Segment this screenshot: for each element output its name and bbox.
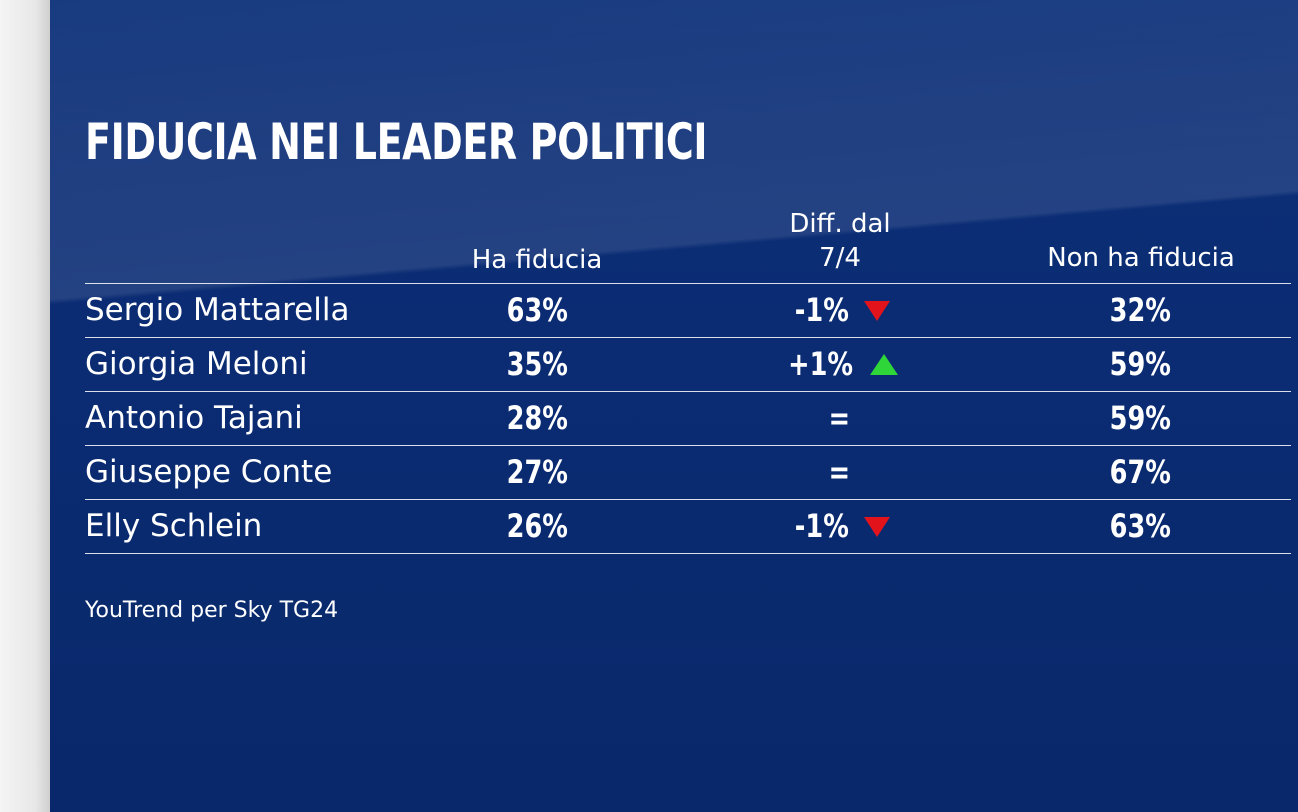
left-edge-strip (0, 0, 50, 812)
chart-title: FIDUCIA NEI LEADER POLITICI (85, 113, 708, 171)
leader-name: Giuseppe Conte (85, 454, 333, 490)
table-row: Elly Schlein 26% -1% 63% (85, 499, 1291, 554)
non-ha-fiducia-value: 32% (1050, 284, 1230, 337)
diff-cell: = (739, 392, 939, 445)
trend-down-arrow-icon (863, 300, 890, 321)
non-ha-fiducia-text: 63% (1109, 507, 1171, 545)
ha-fiducia-value: 27% (447, 446, 627, 499)
diff-value: -1% (794, 291, 850, 329)
trend-up-arrow-icon (869, 354, 898, 375)
diff-cell: +1% (739, 338, 939, 391)
column-header-diff: Diff. dal 7/4 (740, 207, 940, 275)
diff-cell: -1% (739, 500, 939, 553)
trend-down-arrow-icon (863, 516, 890, 537)
panel-sheen (50, 0, 1298, 390)
ha-fiducia-value: 63% (447, 284, 627, 337)
column-header-diff-line1: Diff. dal (789, 209, 891, 239)
non-ha-fiducia-text: 59% (1109, 345, 1171, 383)
non-ha-fiducia-text: 32% (1109, 291, 1171, 329)
non-ha-fiducia-value: 63% (1050, 500, 1230, 553)
table-row: Giuseppe Conte 27% = 67% (85, 445, 1291, 499)
ha-fiducia-text: 26% (506, 507, 568, 545)
leader-name: Antonio Tajani (85, 400, 303, 436)
table-row: Antonio Tajani 28% = 59% (85, 391, 1291, 445)
table-row: Giorgia Meloni 35% +1% 59% (85, 337, 1291, 391)
non-ha-fiducia-text: 67% (1109, 453, 1171, 491)
diff-value: +1% (788, 345, 854, 383)
non-ha-fiducia-text: 59% (1109, 399, 1171, 437)
ha-fiducia-value: 35% (447, 338, 627, 391)
leader-name: Giorgia Meloni (85, 346, 308, 382)
source-credit: YouTrend per Sky TG24 (85, 598, 339, 623)
graphic-panel (50, 0, 1298, 812)
ha-fiducia-text: 27% (506, 453, 568, 491)
non-ha-fiducia-value: 59% (1050, 392, 1230, 445)
non-ha-fiducia-value: 59% (1050, 338, 1230, 391)
trust-table: Sergio Mattarella 63% -1% 32% Giorgia Me… (85, 283, 1291, 554)
ha-fiducia-text: 35% (506, 345, 568, 383)
diff-cell: = (739, 446, 939, 499)
column-header-ha-fiducia: Ha fiducia (471, 245, 603, 275)
diff-cell: -1% (739, 284, 939, 337)
table-row: Sergio Mattarella 63% -1% 32% (85, 283, 1291, 337)
ha-fiducia-value: 28% (447, 392, 627, 445)
diff-value: = (828, 453, 850, 491)
ha-fiducia-value: 26% (447, 500, 627, 553)
column-header-diff-line2: 7/4 (819, 243, 861, 273)
diff-value: = (828, 399, 850, 437)
leader-name: Elly Schlein (85, 508, 263, 544)
ha-fiducia-text: 28% (506, 399, 568, 437)
ha-fiducia-text: 63% (506, 291, 568, 329)
leader-name: Sergio Mattarella (85, 292, 350, 328)
column-header-non-ha-fiducia: Non ha fiducia (1047, 243, 1235, 273)
diff-value: -1% (794, 507, 850, 545)
non-ha-fiducia-value: 67% (1050, 446, 1230, 499)
